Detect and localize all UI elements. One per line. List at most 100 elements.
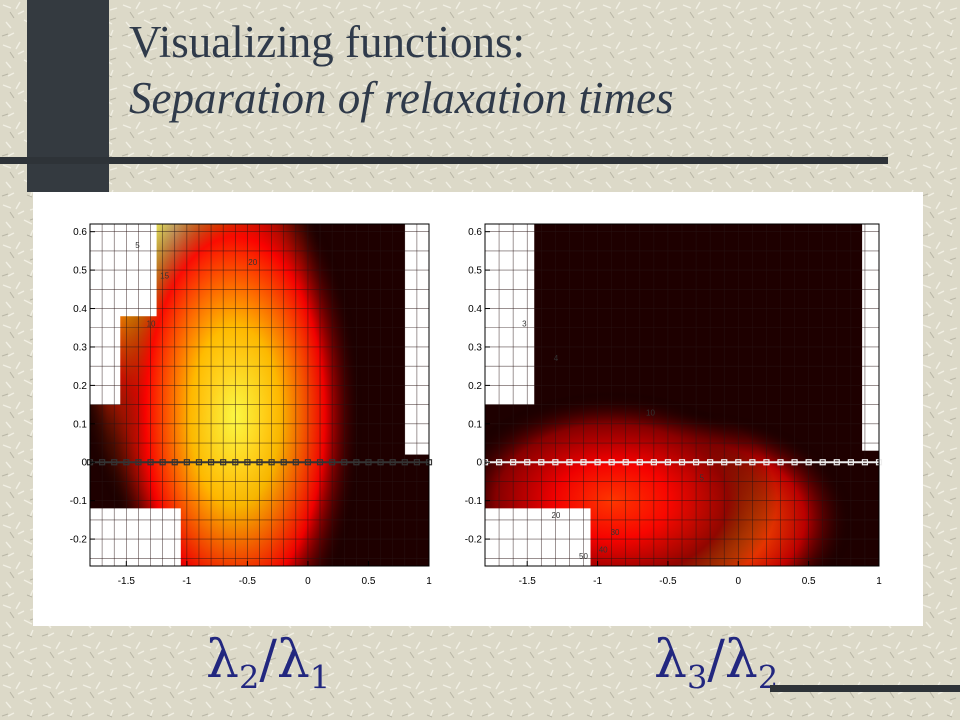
- zero-line-marker: [353, 459, 360, 466]
- contour-label: 5: [699, 474, 704, 483]
- x-tick-label: -1: [593, 576, 602, 587]
- y-tick-label: 0.1: [73, 419, 87, 430]
- caption-left-sub1: 2: [238, 658, 260, 697]
- zero-line-marker: [99, 459, 106, 466]
- zero-line-marker: [833, 459, 840, 466]
- caption-right-lambda1: λ: [654, 630, 687, 690]
- zero-line-marker: [135, 459, 142, 466]
- x-tick-label: -1: [182, 576, 191, 587]
- title-rule: [0, 157, 888, 164]
- plots-svg: -1.5 -1 -0.5 0 0.5 1 -0.2 -0.1 0 0.1 0.2 0.3 0.4 0.5 0…: [70, 223, 882, 587]
- zero-line-marker: [111, 459, 118, 466]
- x-tick-label: -0.5: [239, 576, 257, 587]
- zero-line-marker: [524, 459, 531, 466]
- zero-line-marker: [195, 459, 203, 466]
- y-tick-label: 0.2: [468, 381, 482, 392]
- zero-line-marker: [594, 459, 601, 466]
- masked-region: [90, 508, 181, 566]
- zero-line-marker: [207, 459, 215, 466]
- zero-line-marker: [510, 459, 517, 466]
- zero-line-marker: [650, 459, 657, 466]
- y-tick-label: 0: [476, 458, 482, 469]
- zero-line-marker: [316, 459, 324, 466]
- zero-line-marker: [329, 459, 336, 466]
- zero-line-marker: [280, 459, 287, 466]
- zero-line-marker: [819, 459, 826, 466]
- plot-frame: [89, 223, 430, 567]
- contour-label: 15: [160, 272, 169, 281]
- chart-1: -1.5 -1 -0.5 0 0.5 1 -0.2 -0.1 0 0.1 0.2 0.3 0.4 0.5 0…: [70, 223, 432, 587]
- y-tick-label: 0.3: [468, 342, 482, 353]
- masked-region: [485, 224, 535, 405]
- zero-line-marker: [341, 459, 348, 466]
- y-tick-label: -0.2: [465, 535, 483, 546]
- title-line-1: Visualizing functions:: [129, 17, 525, 67]
- zero-line-marker: [608, 459, 615, 466]
- contour-label: 5: [135, 241, 140, 250]
- zero-line-marker: [244, 459, 251, 466]
- zero-line-marker: [552, 459, 559, 466]
- zero-line-marker: [171, 459, 178, 466]
- contour-label: 3: [522, 320, 527, 329]
- contour-label: 20: [248, 258, 257, 267]
- zero-line-marker: [622, 459, 629, 466]
- y-tick-label: 0.5: [73, 266, 87, 277]
- y-tick-label: 0.6: [468, 227, 482, 238]
- y-tick-label: 0.2: [73, 381, 87, 392]
- zero-line-marker: [159, 459, 166, 466]
- zero-line-marker: [735, 459, 742, 466]
- zero-line-marker: [749, 459, 756, 466]
- x-tick-label: 0: [736, 576, 742, 587]
- x-tick-label: -1.5: [118, 576, 136, 587]
- y-tick-label: 0: [81, 458, 87, 469]
- contour-label: 50: [579, 552, 588, 561]
- caption-left-lambda1: λ: [206, 630, 239, 690]
- y-tick-label: 0.5: [468, 266, 482, 277]
- caption-right-slash: /: [707, 630, 725, 690]
- zero-line-marker: [763, 459, 770, 466]
- y-tick-label: -0.1: [70, 496, 88, 507]
- zero-line-marker: [721, 459, 728, 466]
- x-tick-label: -0.5: [659, 576, 677, 587]
- contour-label: 40: [599, 545, 608, 554]
- zero-line-marker: [791, 459, 798, 466]
- zero-line-marker: [220, 459, 227, 466]
- caption-right: λ3/λ2: [654, 630, 778, 696]
- zero-line-marker: [678, 459, 686, 466]
- zero-line-marker: [847, 459, 854, 466]
- zero-line-marker: [664, 459, 672, 466]
- zero-line-marker: [268, 459, 275, 466]
- caption-left-lambda2: λ: [276, 630, 310, 690]
- y-tick-label: 0.3: [73, 342, 87, 353]
- zero-line-marker: [147, 459, 154, 466]
- zero-line-marker: [805, 459, 812, 466]
- zero-line-marker: [861, 459, 869, 466]
- y-tick-label: -0.2: [70, 535, 88, 546]
- x-tick-label: -1.5: [519, 576, 537, 587]
- x-tick-label: 0.5: [802, 576, 816, 587]
- zero-line-marker: [377, 459, 384, 466]
- contour-label: 10: [147, 320, 156, 329]
- zero-line-marker: [777, 459, 784, 466]
- y-tick-label: 0.6: [73, 227, 87, 238]
- zero-line-marker: [566, 459, 573, 466]
- x-tick-label: 0.5: [362, 576, 376, 587]
- figure-panel: -1.5 -1 -0.5 0 0.5 1 -0.2 -0.1 0 0.1 0.2 0.3 0.4 0.5 0…: [33, 192, 923, 626]
- y-tick-label: 0.4: [468, 304, 482, 315]
- slide-title: Visualizing functions: Separation of rel…: [129, 14, 674, 126]
- zero-line-marker: [304, 459, 312, 466]
- contour-label: 30: [611, 528, 620, 537]
- zero-line-marker: [232, 459, 239, 466]
- contour-label: 20: [551, 511, 560, 520]
- title-line-2: Separation of relaxation times: [129, 73, 674, 123]
- masked-region: [862, 224, 879, 451]
- masked-region: [485, 508, 591, 566]
- y-tick-label: 0.4: [73, 304, 87, 315]
- zero-line-marker: [413, 459, 420, 466]
- zero-line-marker: [707, 459, 714, 466]
- caption-left-slash: /: [259, 630, 277, 690]
- bottom-rule: [770, 685, 960, 692]
- caption-right-sub1: 3: [686, 658, 708, 697]
- zero-line-marker: [495, 459, 503, 466]
- contour-label: 4: [554, 354, 559, 363]
